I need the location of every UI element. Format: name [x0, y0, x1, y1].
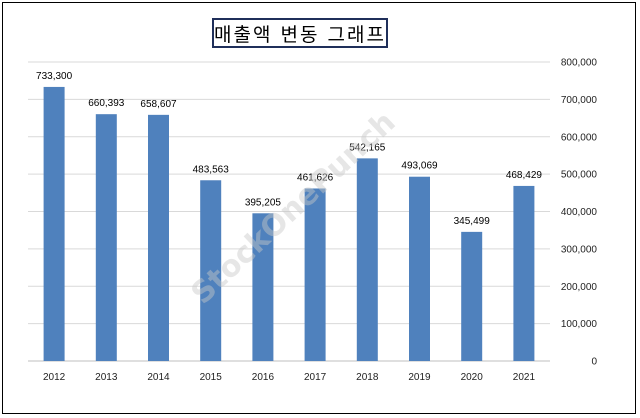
bar — [252, 213, 274, 361]
data-label: 483,563 — [193, 164, 230, 175]
x-tick-label: 2012 — [43, 372, 66, 383]
y-tick-label: 0 — [591, 357, 597, 368]
y-tick-label: 600,000 — [561, 132, 598, 143]
x-tick-label: 2013 — [95, 372, 118, 383]
x-tick-label: 2016 — [252, 372, 275, 383]
x-tick-label: 2018 — [356, 372, 379, 383]
x-tick-label: 2014 — [147, 372, 170, 383]
data-label: 461,626 — [297, 172, 334, 183]
data-label: 345,499 — [454, 216, 491, 227]
x-axis-ticks: 2012 2013 2014 2015 2016 2017 2018 2019 2020 2021 — [43, 372, 535, 383]
chart-title: 매출액 변동 그래프 — [214, 23, 386, 46]
data-labels: 733,300 660,393 658,607 483,563 395,205 461,6… — [36, 71, 542, 227]
bar — [461, 231, 483, 361]
bars — [43, 86, 535, 361]
y-tick-label: 700,000 — [561, 95, 598, 106]
y-tick-label: 500,000 — [561, 170, 598, 181]
bar — [200, 180, 222, 361]
bar — [513, 185, 535, 361]
x-tick-label: 2019 — [408, 372, 431, 383]
x-tick-label: 2015 — [200, 372, 223, 383]
y-tick-label: 800,000 — [561, 58, 598, 69]
bar — [95, 114, 117, 361]
x-tick-label: 2021 — [513, 372, 536, 383]
y-tick-label: 200,000 — [561, 282, 598, 293]
chart-title-box: 매출액 변동 그래프 — [212, 18, 388, 48]
bar — [356, 158, 378, 361]
data-label: 658,607 — [140, 99, 177, 110]
y-tick-label: 300,000 — [561, 244, 598, 255]
bar — [409, 176, 430, 361]
data-label: 493,069 — [401, 161, 438, 172]
bar — [148, 114, 169, 361]
y-tick-label: 100,000 — [561, 319, 598, 330]
bar — [43, 86, 65, 361]
bar — [304, 188, 326, 361]
data-label: 395,205 — [245, 197, 282, 208]
x-tick-label: 2020 — [461, 372, 484, 383]
data-label: 660,393 — [88, 98, 125, 109]
data-label: 733,300 — [36, 71, 73, 82]
data-label: 468,429 — [506, 170, 543, 181]
y-tick-label: 400,000 — [561, 207, 598, 218]
y-axis-ticks: 0 100,000 200,000 300,000 400,000 500,000 600,… — [561, 58, 598, 368]
x-tick-label: 2017 — [304, 372, 327, 383]
data-label: 542,165 — [349, 142, 386, 153]
